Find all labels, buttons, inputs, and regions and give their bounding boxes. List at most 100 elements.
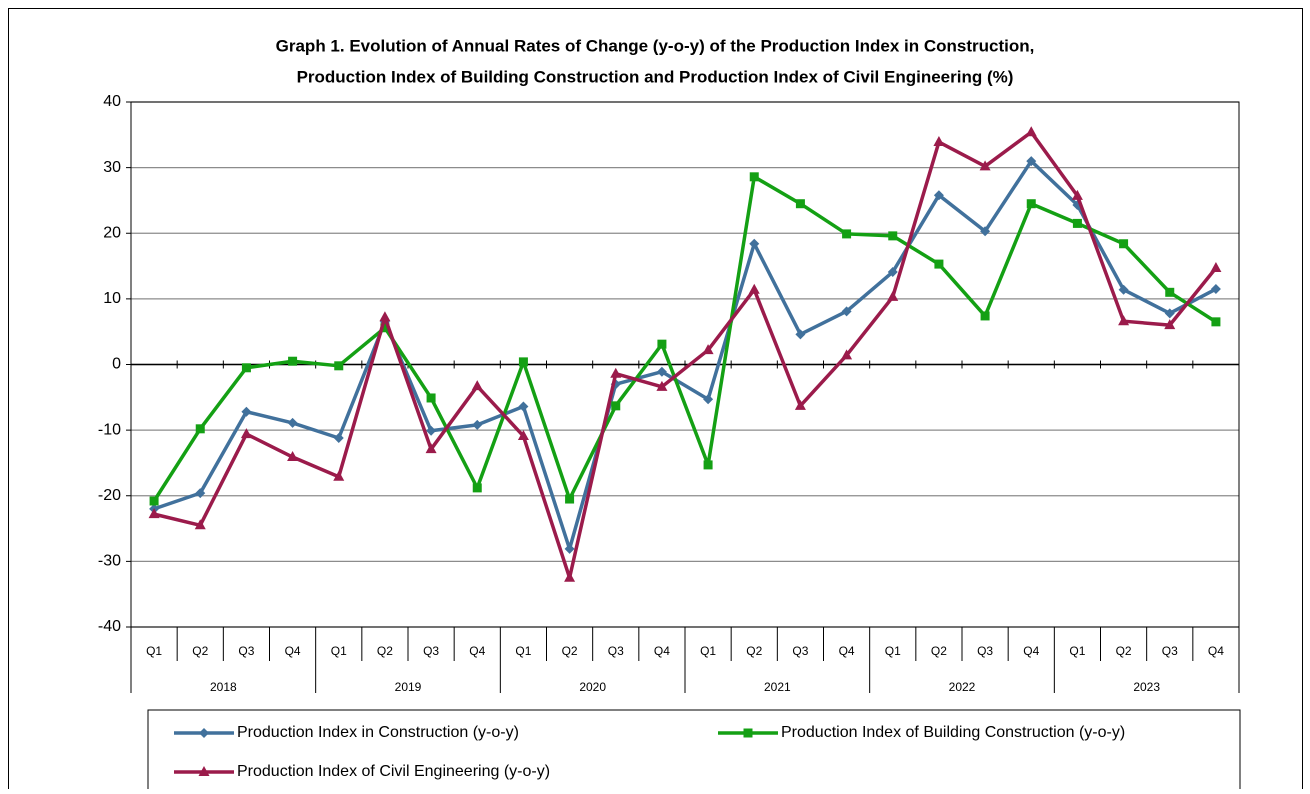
legend-label: Production Index of Building Constructio…	[781, 724, 1125, 741]
x-tick-label: Q2	[377, 644, 393, 658]
marker	[1164, 319, 1176, 330]
marker	[198, 766, 210, 776]
marker	[1119, 239, 1129, 249]
legend-box	[147, 709, 1241, 794]
y-tick-label: 10	[103, 290, 121, 307]
x-tick-label: Q1	[885, 644, 901, 658]
x-tick-label: Q2	[746, 644, 762, 658]
marker	[1118, 315, 1130, 326]
marker	[610, 367, 622, 378]
y-tick-label: -10	[98, 421, 121, 438]
chart-title: Production Index of Building Constructio…	[297, 67, 1014, 86]
x-tick-label: Q1	[1069, 644, 1085, 658]
marker	[194, 519, 206, 530]
y-tick-label: -20	[98, 487, 121, 504]
marker	[565, 494, 575, 504]
x-tick-label: Q3	[423, 644, 439, 658]
marker	[794, 399, 806, 410]
year-label: 2019	[395, 680, 422, 694]
marker	[980, 226, 991, 237]
marker	[471, 380, 483, 391]
marker	[334, 361, 344, 371]
chart-frame	[8, 8, 1303, 794]
y-tick-label: -40	[98, 618, 121, 635]
marker	[380, 323, 390, 333]
x-tick-label: Q2	[1116, 644, 1132, 658]
x-tick-label: Q1	[146, 644, 162, 658]
y-tick-label: -30	[98, 553, 121, 570]
marker	[1164, 308, 1175, 319]
marker	[379, 311, 391, 322]
marker	[748, 283, 760, 294]
x-tick-label: Q3	[1162, 644, 1178, 658]
marker	[1026, 199, 1036, 209]
marker	[1072, 218, 1082, 228]
marker	[703, 394, 714, 405]
marker	[287, 417, 298, 428]
x-tick-label: Q2	[931, 644, 947, 658]
marker	[703, 460, 713, 470]
y-tick-label: 40	[103, 93, 121, 110]
marker	[518, 357, 528, 367]
year-label: 2022	[949, 680, 976, 694]
x-tick-label: Q1	[700, 644, 716, 658]
y-tick-label: 0	[112, 356, 121, 373]
marker	[888, 231, 898, 241]
x-tick-label: Q4	[1208, 644, 1224, 658]
marker	[518, 401, 529, 412]
marker	[199, 728, 209, 738]
marker	[472, 483, 482, 493]
legend-label: Production Index of Civil Engineering (y…	[237, 763, 550, 780]
marker	[333, 470, 345, 481]
marker	[195, 488, 206, 499]
marker	[656, 366, 667, 377]
marker	[517, 430, 529, 441]
year-label: 2018	[210, 680, 237, 694]
year-label: 2021	[764, 680, 791, 694]
marker	[241, 363, 251, 373]
marker	[1211, 317, 1221, 327]
marker	[1026, 156, 1037, 167]
marker	[472, 419, 483, 430]
marker	[1210, 262, 1222, 273]
marker	[195, 424, 205, 434]
marker	[656, 380, 668, 391]
marker	[425, 443, 437, 454]
x-tick-label: Q2	[192, 644, 208, 658]
marker	[979, 160, 991, 171]
x-tick-label: Q3	[977, 644, 993, 658]
marker	[743, 728, 753, 738]
year-label: 2020	[579, 680, 606, 694]
marker	[240, 428, 252, 439]
x-tick-label: Q4	[285, 644, 301, 658]
x-tick-label: Q4	[1023, 644, 1039, 658]
marker	[841, 349, 853, 360]
marker	[749, 238, 760, 249]
marker	[149, 496, 159, 506]
marker	[564, 543, 575, 554]
x-tick-label: Q2	[562, 644, 578, 658]
x-tick-label: Q3	[792, 644, 808, 658]
marker	[657, 339, 667, 349]
marker	[841, 306, 852, 317]
marker	[611, 401, 621, 411]
x-tick-label: Q4	[654, 644, 670, 658]
marker	[426, 393, 436, 403]
marker	[333, 433, 344, 443]
chart-title: Graph 1. Evolution of Annual Rates of Ch…	[276, 36, 1035, 55]
marker	[564, 571, 576, 582]
y-tick-label: 20	[103, 224, 121, 241]
marker	[241, 406, 252, 417]
x-tick-label: Q4	[469, 644, 485, 658]
x-tick-label: Q3	[238, 644, 254, 658]
series-line	[153, 159, 1217, 551]
marker	[842, 229, 852, 239]
marker	[1118, 284, 1129, 295]
marker	[702, 344, 714, 355]
series-line	[152, 175, 1217, 502]
marker	[749, 172, 759, 182]
marker	[887, 290, 899, 301]
marker	[933, 190, 944, 201]
